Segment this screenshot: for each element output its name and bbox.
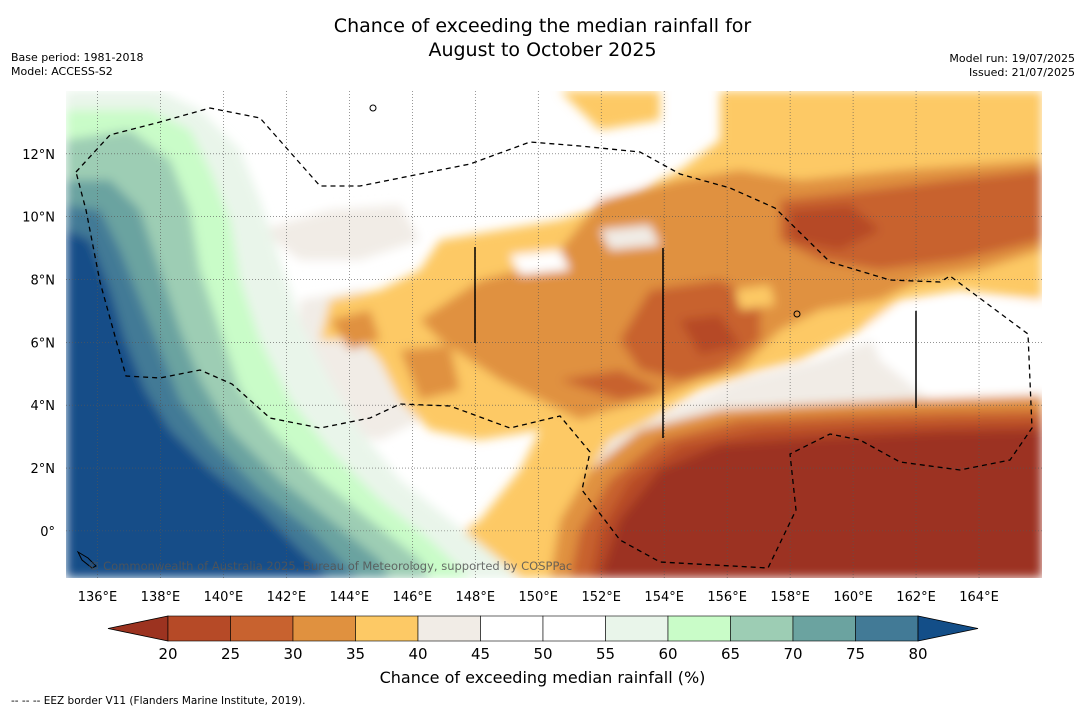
colorbar-tick-label: 80 — [908, 645, 927, 663]
longitude-tick-label: 154°E — [644, 590, 684, 605]
colorbar-swatch — [292, 615, 356, 642]
colorbar-swatch — [542, 615, 606, 642]
colorbar-tick-label: 35 — [346, 645, 365, 663]
longitude-tick-label: 142°E — [267, 590, 307, 605]
longitude-tick-label: 136°E — [78, 590, 118, 605]
longitude-tick-label: 152°E — [581, 590, 621, 605]
model-name: Model: ACCESS-S2 — [11, 65, 113, 78]
colorbar-tick-label: 50 — [533, 645, 552, 663]
colorbar-tick-label: 30 — [283, 645, 302, 663]
rainfall-field — [66, 91, 1042, 578]
colorbar-swatch — [167, 615, 231, 642]
issued-date: Issued: 21/07/2025 — [968, 66, 1075, 79]
colorbar-swatch — [667, 615, 731, 642]
colorbar-extend-low — [107, 615, 169, 642]
colorbar-swatch — [417, 615, 481, 642]
latitude-labels: 12°N 10°N 8°N 6°N 4°N 2°N 0° — [22, 148, 55, 540]
longitude-tick-label: 164°E — [959, 590, 999, 605]
colorbar-tick-label: 70 — [783, 645, 802, 663]
copyright-text: © Commonwealth of Australia 2025, Bureau… — [88, 559, 572, 573]
title-line-1: Chance of exceeding the median rainfall … — [333, 15, 752, 37]
colorbar-swatch — [230, 615, 294, 642]
longitude-tick-label: 148°E — [456, 590, 496, 605]
colorbar-swatch — [480, 615, 544, 642]
colorbar-tick-label: 25 — [221, 645, 240, 663]
longitude-tick-label: 156°E — [707, 590, 747, 605]
latitude-tick-label: 4°N — [31, 399, 56, 414]
meta-right: Model run: 19/07/2025 Issued: 21/07/2025 — [949, 52, 1075, 80]
longitude-tick-label: 158°E — [770, 590, 810, 605]
colorbar-tick-label: 20 — [158, 645, 177, 663]
longitude-tick-label: 150°E — [518, 590, 558, 605]
latitude-tick-label: 8°N — [31, 274, 56, 289]
island-markers — [76, 104, 917, 569]
colorbar-swatch — [605, 615, 669, 642]
colorbar: 20 25 30 35 40 45 50 55 60 65 70 75 80 — [107, 615, 979, 663]
colorbar-label: Chance of exceeding median rainfall (%) — [379, 668, 706, 687]
map-title: Chance of exceeding the median rainfall … — [0, 14, 1085, 62]
colorbar-extend-high — [917, 615, 979, 642]
colorbar-tick-label: 55 — [596, 645, 615, 663]
latitude-tick-label: 0° — [40, 525, 55, 540]
longitude-labels: 136°E 138°E 140°E 142°E 144°E 146°E 148°E 150°E… — [78, 590, 999, 605]
meta-left: Base period: 1981-2018 Model: ACCESS-S2 — [11, 51, 143, 79]
colorbar-tick-label: 45 — [471, 645, 490, 663]
colorbar-swatch — [855, 615, 919, 642]
eez-border — [75, 107, 1033, 569]
longitude-tick-label: 146°E — [393, 590, 433, 605]
colorbar-swatch — [355, 615, 419, 642]
colorbar-tick-label: 40 — [408, 645, 427, 663]
model-run: Model run: 19/07/2025 — [949, 52, 1075, 65]
colorbar-tick-label: 60 — [658, 645, 677, 663]
longitude-tick-label: 144°E — [330, 590, 370, 605]
latitude-tick-label: 2°N — [31, 462, 56, 477]
latitude-tick-label: 12°N — [22, 148, 55, 163]
graticule — [66, 91, 1042, 578]
eez-footnote: -- -- -- EEZ border V11 (Flanders Marine… — [11, 695, 306, 707]
latitude-tick-label: 6°N — [31, 336, 56, 351]
colorbar-swatch — [730, 615, 794, 642]
base-period: Base period: 1981-2018 — [11, 51, 144, 64]
longitude-tick-label: 140°E — [204, 590, 244, 605]
colorbar-tick-label: 65 — [721, 645, 740, 663]
colorbar-tick-label: 75 — [846, 645, 865, 663]
longitude-tick-label: 162°E — [896, 590, 936, 605]
longitude-tick-label: 138°E — [141, 590, 181, 605]
title-line-2: August to October 2025 — [428, 39, 657, 61]
latitude-tick-label: 10°N — [22, 211, 55, 226]
colorbar-swatch — [792, 615, 856, 642]
longitude-tick-label: 160°E — [833, 590, 873, 605]
